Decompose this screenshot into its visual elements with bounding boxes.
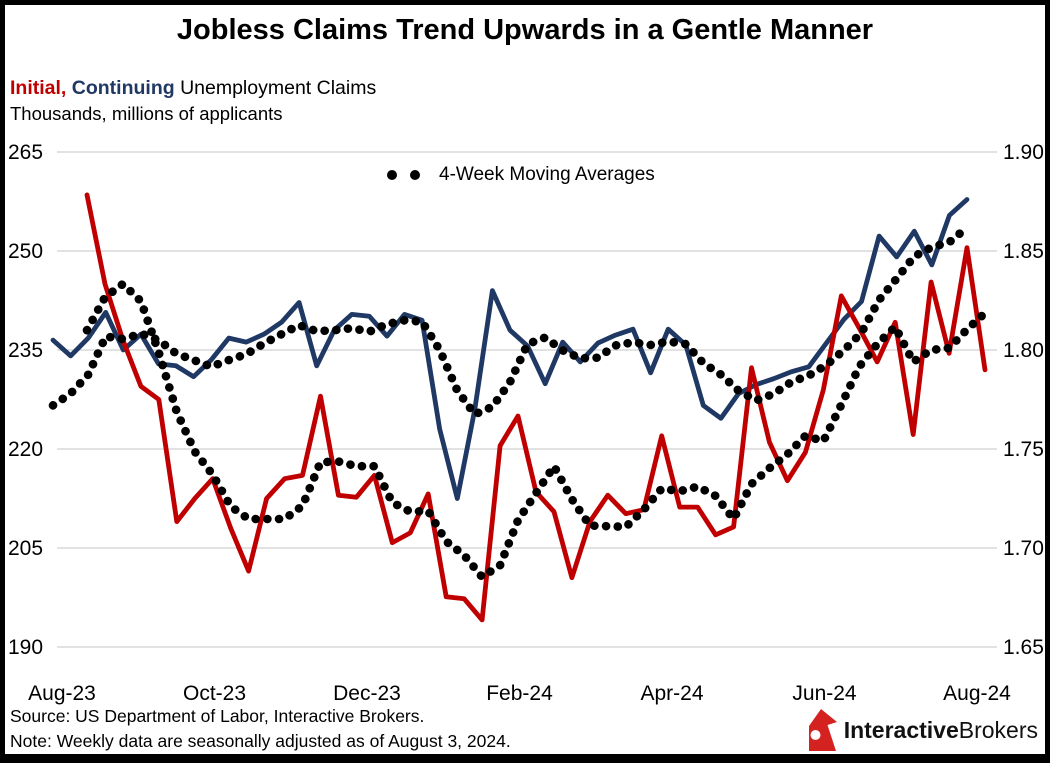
- x-axis-tick: Oct-23: [183, 682, 246, 705]
- initial-claims-line: [84, 192, 988, 623]
- subtitle-continuing-word: Continuing: [71, 77, 175, 99]
- interactive-brokers-mark-icon: [808, 709, 837, 751]
- x-axis-tick: Jun-24: [792, 682, 857, 705]
- y-axis-left-tick: 190: [8, 636, 43, 659]
- x-axis-tick: Feb-24: [486, 682, 553, 705]
- legend-label: 4-Week Moving Averages: [439, 164, 655, 185]
- y-axis-right-tick: 1.75: [1003, 438, 1044, 461]
- y-axis-right-tick: 1.65: [1003, 636, 1044, 659]
- continuing-ma-dotted-line: [48, 223, 972, 419]
- x-axis-tick: Aug-24: [943, 682, 1011, 705]
- interactive-brokers-logo: InteractiveBrokers: [806, 709, 1038, 751]
- page-title: Jobless Claims Trend Upwards in a Gentle…: [176, 14, 874, 46]
- chart-units-line: Thousands, millions of applicants: [10, 103, 283, 124]
- subtitle-separator: ,: [60, 77, 72, 99]
- logo-text-bold: Interactive: [843, 716, 959, 743]
- subtitle-initial-word: Initial: [10, 77, 61, 99]
- y-axis-right-tick: 1.70: [1003, 537, 1044, 560]
- y-axis-left-tick: 220: [8, 438, 43, 461]
- y-axis-left-tick: 235: [8, 339, 43, 362]
- initial-ma-dotted-line: [82, 279, 990, 582]
- y-axis-left-tick: 205: [8, 537, 43, 560]
- x-axis-tick: Aug-23: [28, 682, 96, 705]
- logo-text-regular: Brokers: [958, 716, 1038, 743]
- legend-dot-icon: [387, 170, 397, 180]
- y-axis-right-tick: 1.85: [1003, 240, 1044, 263]
- legend-dot-icon: [410, 170, 420, 180]
- y-axis-left-tick: 250: [8, 240, 43, 263]
- logo-text: InteractiveBrokers: [844, 717, 1038, 744]
- y-axis-right-tick: 1.90: [1003, 141, 1044, 164]
- moving-average-legend: 4-Week Moving Averages: [387, 164, 655, 186]
- note-text: Note: Weekly data are seasonally adjuste…: [10, 731, 511, 751]
- y-axis-right-tick: 1.80: [1003, 339, 1044, 362]
- chart-subtitle: Initial, Continuing Unemployment Claims: [10, 77, 376, 100]
- x-axis-tick: Apr-24: [640, 682, 703, 705]
- subtitle-suffix: Unemployment Claims: [174, 77, 377, 99]
- y-axis-left-tick: 265: [8, 141, 43, 164]
- x-axis-tick: Dec-23: [333, 682, 401, 705]
- source-text: Source: US Department of Labor, Interact…: [10, 706, 425, 726]
